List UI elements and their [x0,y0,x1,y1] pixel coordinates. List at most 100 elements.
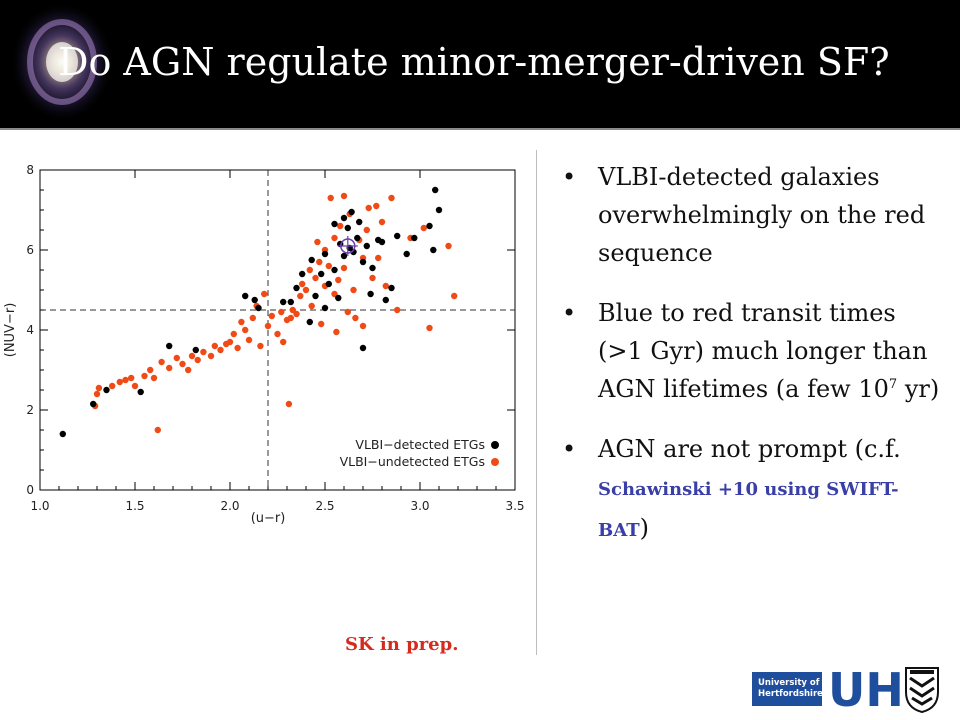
reference-lines [40,170,515,490]
data-point [274,330,281,338]
bullet-list: • VLBI-detected galaxies overwhelmingly o… [560,158,945,572]
data-point [435,206,443,214]
data-point [158,358,165,366]
data-point [327,194,334,202]
data-point [297,292,304,300]
data-point [242,326,249,334]
data-point [367,290,374,298]
data-point [411,234,418,242]
x-tick-label: 3.0 [410,499,429,513]
data-point [192,346,199,354]
data-points [59,186,458,438]
data-point [363,226,370,234]
data-point [238,318,245,326]
data-point [234,344,241,352]
data-point [137,388,144,396]
data-point [90,400,97,408]
bullet-text: AGN are not prompt (c.f. Schawinski +10 … [598,435,901,542]
data-point [211,342,218,350]
data-point [426,324,433,332]
data-point [318,320,325,328]
data-point [394,306,401,314]
data-point [432,186,439,194]
data-point [251,296,258,304]
credit-note: SK in prep. [345,634,459,655]
y-tick-label: 8 [26,163,34,177]
data-point [200,348,207,356]
data-point [378,218,386,226]
data-point [388,284,395,292]
data-point [312,292,319,300]
data-point [354,234,361,242]
data-point [318,270,325,278]
x-tick-label: 2.0 [220,499,239,513]
data-point [285,400,293,408]
data-point [321,250,329,258]
data-point [116,378,124,386]
data-point [302,286,310,294]
data-point [363,242,370,250]
data-point [325,280,332,288]
data-point [194,356,201,364]
data-point [217,346,224,354]
data-point [226,338,234,346]
data-point [352,314,359,322]
data-point [299,270,306,278]
data-point [131,382,139,390]
data-point [365,204,372,212]
y-tick-label: 4 [26,323,34,337]
data-point [344,308,351,316]
data-point [426,222,433,230]
data-point [373,202,380,210]
data-point [430,246,437,254]
x-tick-label: 2.5 [315,499,334,513]
logo-letters: UH [828,663,904,717]
data-point [280,298,287,306]
data-point [382,282,389,290]
scatter-chart: 1.0 1.5 2.0 2.5 3.0 3.5 0 2 4 6 8 VLBI−detected E… [3,163,525,526]
data-point [350,248,357,256]
data-point [331,234,338,242]
bullet-dot-icon: • [562,299,577,327]
data-point [314,238,321,246]
data-point [337,222,344,230]
data-point [369,274,376,282]
data-point [257,342,264,350]
data-point [378,238,386,246]
data-point [287,314,294,322]
data-point [340,252,348,260]
data-point [280,338,287,346]
legend-label: VLBI−detected ETGs [355,437,485,452]
galaxy-image [10,2,114,122]
bullet-text: Blue to red transit times (>1 Gyr) much … [598,299,940,403]
y-axis-ticks: 0 2 4 6 8 [26,163,515,497]
data-point [359,344,367,352]
data-point [93,390,101,398]
data-point [287,298,294,306]
data-point [255,304,262,312]
data-point [230,330,237,338]
logo-line-2: Hertfordshire [758,689,823,699]
logo-line-1: University of [758,678,820,688]
data-point [173,354,180,362]
data-point [359,258,367,266]
y-tick-label: 2 [26,403,34,417]
slide-title: Do AGN regulate minor-merger-driven SF? [58,40,890,84]
x-tick-label: 1.0 [30,499,49,513]
data-point [325,262,332,270]
data-point [289,306,296,314]
bullet-text: VLBI-detected galaxies overwhelmingly on… [598,163,926,267]
logo-wordmark: University of Hertfordshire [752,672,823,706]
vertical-divider [536,150,537,655]
bullet-item: • VLBI-detected galaxies overwhelmingly o… [560,158,945,272]
data-point [308,302,315,310]
data-point [122,376,129,384]
bullet-dot-icon: • [562,163,577,191]
data-point [207,352,215,360]
data-point [340,214,348,222]
data-point [340,192,348,200]
data-point [306,318,313,326]
data-point [103,386,110,394]
x-tick-label: 3.5 [505,499,524,513]
y-tick-label: 0 [26,483,34,497]
